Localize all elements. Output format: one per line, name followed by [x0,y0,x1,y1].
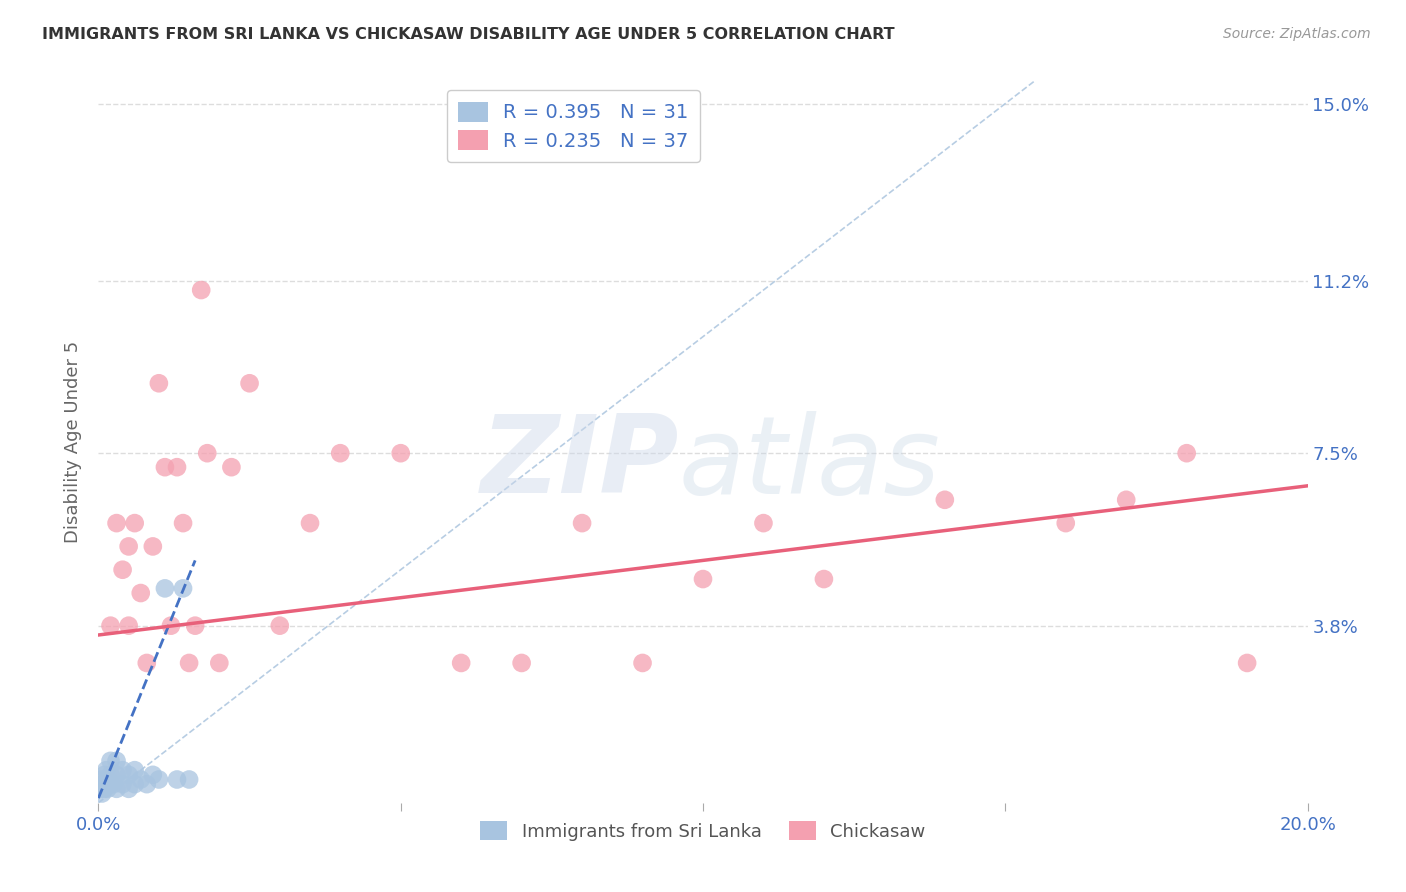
Point [166,772,188,787]
Point [142,768,165,782]
Point [118,540,141,554]
Point [93,768,115,782]
Point [111,563,134,577]
Point [148,376,170,391]
Point [160,618,183,632]
Point [1054,516,1077,530]
Point [1175,446,1198,460]
Point [100,754,122,768]
Point [96,763,118,777]
Point [190,283,212,297]
Y-axis label: Disability Age Under 5: Disability Age Under 5 [65,341,83,542]
Legend: Immigrants from Sri Lanka, Chickasaw: Immigrants from Sri Lanka, Chickasaw [474,814,932,848]
Point [94,777,117,791]
Point [510,656,533,670]
Point [142,540,165,554]
Text: atlas: atlas [679,410,941,516]
Point [105,768,128,782]
Point [179,656,201,670]
Point [96,781,118,796]
Point [1236,656,1258,670]
Point [129,772,152,787]
Point [124,777,146,791]
Point [389,446,412,460]
Text: ZIP: ZIP [481,410,679,516]
Point [105,781,128,796]
Point [129,586,152,600]
Text: IMMIGRANTS FROM SRI LANKA VS CHICKASAW DISABILITY AGE UNDER 5 CORRELATION CHART: IMMIGRANTS FROM SRI LANKA VS CHICKASAW D… [42,27,894,42]
Point [89,781,111,796]
Point [96,772,118,787]
Point [571,516,593,530]
Point [111,763,134,777]
Point [153,460,176,475]
Point [105,754,128,768]
Point [93,781,115,796]
Point [221,460,243,475]
Point [90,772,112,787]
Point [100,618,122,632]
Point [103,777,125,791]
Point [1115,492,1137,507]
Point [148,772,170,787]
Point [813,572,835,586]
Point [269,618,291,632]
Point [100,768,122,782]
Point [105,516,128,530]
Point [135,656,157,670]
Point [934,492,956,507]
Point [208,656,231,670]
Point [172,582,194,596]
Point [195,446,218,460]
Point [166,460,188,475]
Point [91,777,114,791]
Point [118,618,141,632]
Point [692,572,714,586]
Point [124,763,146,777]
Point [172,516,194,530]
Point [179,772,201,787]
Point [111,777,134,791]
Point [329,446,352,460]
Point [100,777,122,791]
Point [124,516,146,530]
Point [752,516,775,530]
Point [118,768,141,782]
Point [299,516,322,530]
Point [135,777,157,791]
Point [239,376,262,391]
Point [118,781,141,796]
Point [631,656,654,670]
Point [91,787,114,801]
Point [184,618,207,632]
Point [450,656,472,670]
Point [153,582,176,596]
Text: Source: ZipAtlas.com: Source: ZipAtlas.com [1223,27,1371,41]
